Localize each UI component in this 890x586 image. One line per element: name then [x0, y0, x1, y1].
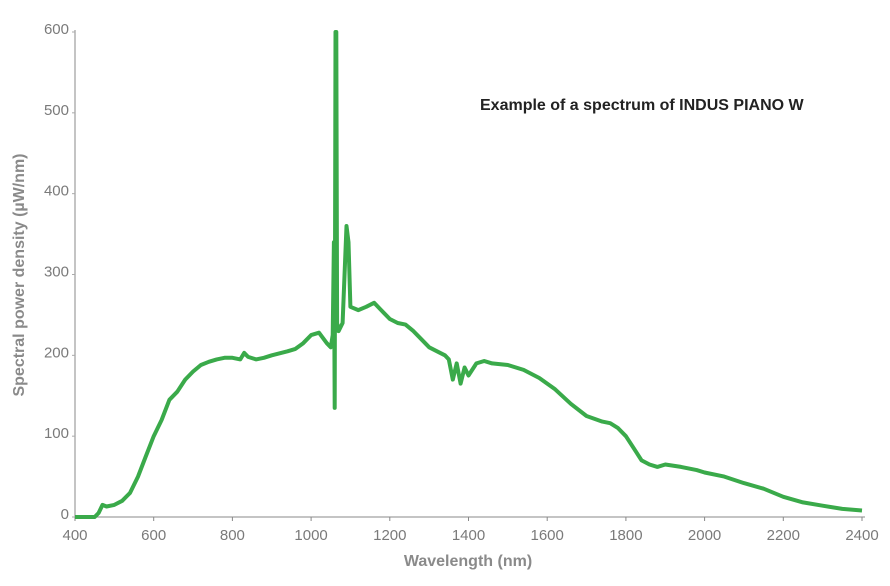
y-tick-label: 100 — [44, 425, 69, 442]
x-tick-label: 1800 — [609, 527, 642, 544]
y-axis-title: Spectral power density (µW/nm) — [11, 153, 28, 396]
x-tick-label: 1200 — [373, 527, 406, 544]
x-tick-label: 2000 — [688, 527, 721, 544]
x-tick-label: 2400 — [845, 527, 878, 544]
spectrum-line — [75, 30, 863, 519]
x-tick-label: 800 — [220, 527, 245, 544]
y-tick-label: 0 — [61, 506, 69, 523]
x-tick-label: 1400 — [452, 527, 485, 544]
x-tick-label: 400 — [62, 527, 87, 544]
y-tick-label: 200 — [44, 344, 69, 361]
annotation: Example of a spectrum of INDUS PIANO W — [480, 97, 805, 114]
x-axis-title: Wavelength (nm) — [404, 553, 532, 570]
y-tick-label: 400 — [44, 183, 69, 200]
x-tick-label: 2200 — [767, 527, 800, 544]
y-tick-label: 300 — [44, 263, 69, 280]
x-tick-label: 1000 — [294, 527, 327, 544]
x-tick-label: 1600 — [531, 527, 564, 544]
y-tick-label: 600 — [44, 21, 69, 38]
y-tick-label: 500 — [44, 102, 69, 119]
x-tick-label: 600 — [141, 527, 166, 544]
